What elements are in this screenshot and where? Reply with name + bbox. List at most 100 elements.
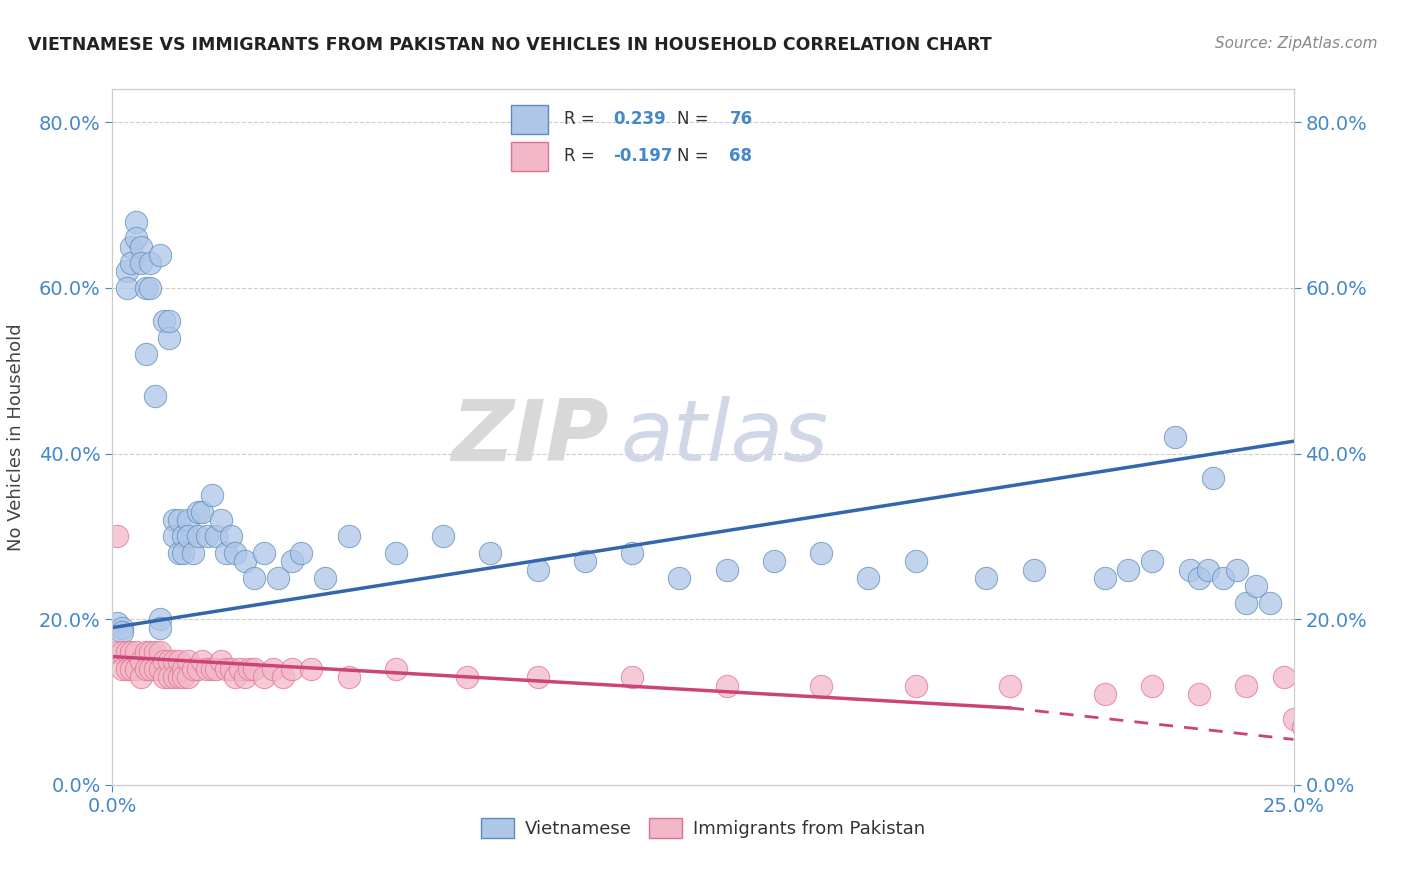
Point: [195, 529, 218, 543]
Point: [1140, 554, 1163, 568]
Point: [299, 662, 322, 676]
Point: [281, 662, 304, 676]
Point: [1272, 670, 1295, 684]
Point: [115, 281, 138, 295]
Point: [1198, 563, 1220, 577]
Point: [209, 513, 232, 527]
Point: [105, 616, 128, 631]
Point: [153, 670, 176, 684]
Point: [201, 488, 224, 502]
Point: [177, 654, 200, 668]
Point: [153, 314, 176, 328]
Point: [172, 662, 194, 676]
Point: [337, 670, 360, 684]
Point: [186, 529, 208, 543]
Point: [271, 670, 294, 684]
Point: [157, 314, 180, 328]
Point: [1140, 679, 1163, 693]
Point: [135, 645, 157, 659]
Point: [167, 513, 190, 527]
Point: [526, 670, 548, 684]
Point: [621, 546, 644, 560]
Point: [149, 621, 172, 635]
Point: [224, 670, 246, 684]
Point: [157, 654, 180, 668]
Point: [574, 554, 596, 568]
Point: [1258, 596, 1281, 610]
Point: [810, 679, 832, 693]
Point: [167, 654, 190, 668]
Point: [1282, 712, 1305, 726]
Point: [215, 662, 238, 676]
Point: [125, 215, 148, 229]
Point: [1094, 687, 1116, 701]
Point: [253, 546, 276, 560]
Point: [157, 670, 180, 684]
Point: [139, 256, 162, 270]
Point: [105, 645, 128, 659]
Point: [233, 670, 256, 684]
Point: [111, 645, 134, 659]
Point: [111, 662, 134, 676]
Point: [115, 662, 138, 676]
Point: [716, 563, 738, 577]
Point: [1244, 579, 1267, 593]
Point: [143, 662, 166, 676]
Point: [1178, 563, 1201, 577]
Point: [1226, 563, 1249, 577]
Point: [233, 554, 256, 568]
Point: [139, 281, 162, 295]
Point: [762, 554, 785, 568]
Point: [139, 645, 162, 659]
Point: [195, 662, 218, 676]
Point: [205, 529, 228, 543]
Point: [1188, 571, 1211, 585]
Point: [716, 679, 738, 693]
Point: [181, 546, 204, 560]
Point: [177, 513, 200, 527]
Point: [186, 505, 208, 519]
Point: [281, 554, 304, 568]
Point: [191, 505, 214, 519]
Point: [129, 654, 152, 668]
Point: [135, 662, 157, 676]
Point: [385, 546, 408, 560]
Point: [157, 331, 180, 345]
Text: Source: ZipAtlas.com: Source: ZipAtlas.com: [1215, 36, 1378, 51]
Point: [120, 256, 142, 270]
Point: [1164, 430, 1187, 444]
Point: [205, 662, 228, 676]
Point: [337, 529, 360, 543]
Point: [858, 571, 880, 585]
Point: [621, 670, 644, 684]
Point: [172, 670, 194, 684]
Point: [238, 662, 260, 676]
Point: [111, 621, 134, 635]
Point: [111, 624, 134, 639]
Point: [120, 662, 142, 676]
Point: [129, 256, 152, 270]
Point: [153, 654, 176, 668]
Point: [456, 670, 478, 684]
Point: [172, 546, 194, 560]
Point: [267, 571, 290, 585]
Point: [191, 654, 214, 668]
Point: [149, 645, 172, 659]
Point: [163, 670, 186, 684]
Point: [1022, 563, 1045, 577]
Point: [201, 662, 224, 676]
Point: [177, 529, 200, 543]
Point: [186, 662, 208, 676]
Point: [129, 239, 152, 253]
Point: [1094, 571, 1116, 585]
Point: [219, 529, 242, 543]
Point: [1234, 596, 1257, 610]
Point: [1202, 471, 1225, 485]
Point: [904, 554, 927, 568]
Point: [668, 571, 690, 585]
Text: atlas: atlas: [620, 395, 828, 479]
Point: [143, 645, 166, 659]
Point: [262, 662, 284, 676]
Point: [172, 529, 194, 543]
Point: [181, 662, 204, 676]
